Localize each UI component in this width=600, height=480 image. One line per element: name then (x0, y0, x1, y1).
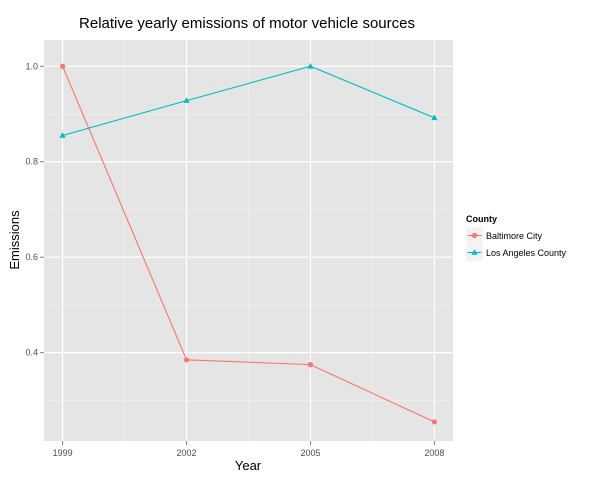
data-point-baltimore-city (431, 419, 438, 425)
legend: County Baltimore City Los Angeles County (465, 214, 567, 262)
x-tick-label: 2002 (177, 448, 197, 458)
legend-label-los-angeles-county: Los Angeles County (486, 248, 567, 258)
y-tick-label: 0.4 (25, 348, 38, 358)
x-tick-label: 2008 (424, 448, 444, 458)
legend-title: County (466, 214, 497, 224)
y-axis-title: Emissions (7, 210, 22, 270)
data-point-los-angeles-county (307, 62, 314, 69)
data-point-los-angeles-county (183, 97, 190, 103)
x-tick-label: 1999 (53, 448, 73, 458)
y-tick-label: 1.0 (25, 61, 38, 71)
series-line-baltimore-city (62, 66, 435, 423)
grid-minor (44, 40, 453, 441)
data-point-los-angeles-county (59, 132, 66, 138)
x-tick-label: 2005 (300, 448, 320, 458)
series-line-los-angeles-county (62, 65, 435, 137)
legend-key-marker-baltimore-city (471, 232, 478, 239)
data-point-los-angeles-county (431, 114, 438, 121)
data-point-baltimore-city (183, 357, 190, 363)
y-axis: 0.4 0.6 0.8 1.0 (25, 61, 44, 358)
grid-major (44, 40, 453, 441)
legend-label-baltimore-city: Baltimore City (486, 231, 543, 241)
legend-key-marker-los-angeles-county (471, 249, 478, 255)
chart-title: Relative yearly emissions of motor vehic… (79, 15, 415, 32)
x-axis-title: Year (235, 458, 262, 473)
series-layer (59, 62, 438, 425)
x-axis: 1999 2002 2005 2008 (53, 441, 444, 458)
y-tick-label: 0.6 (25, 252, 38, 262)
y-tick-label: 0.8 (25, 157, 38, 167)
data-point-baltimore-city (307, 362, 314, 368)
data-point-baltimore-city (59, 63, 66, 69)
